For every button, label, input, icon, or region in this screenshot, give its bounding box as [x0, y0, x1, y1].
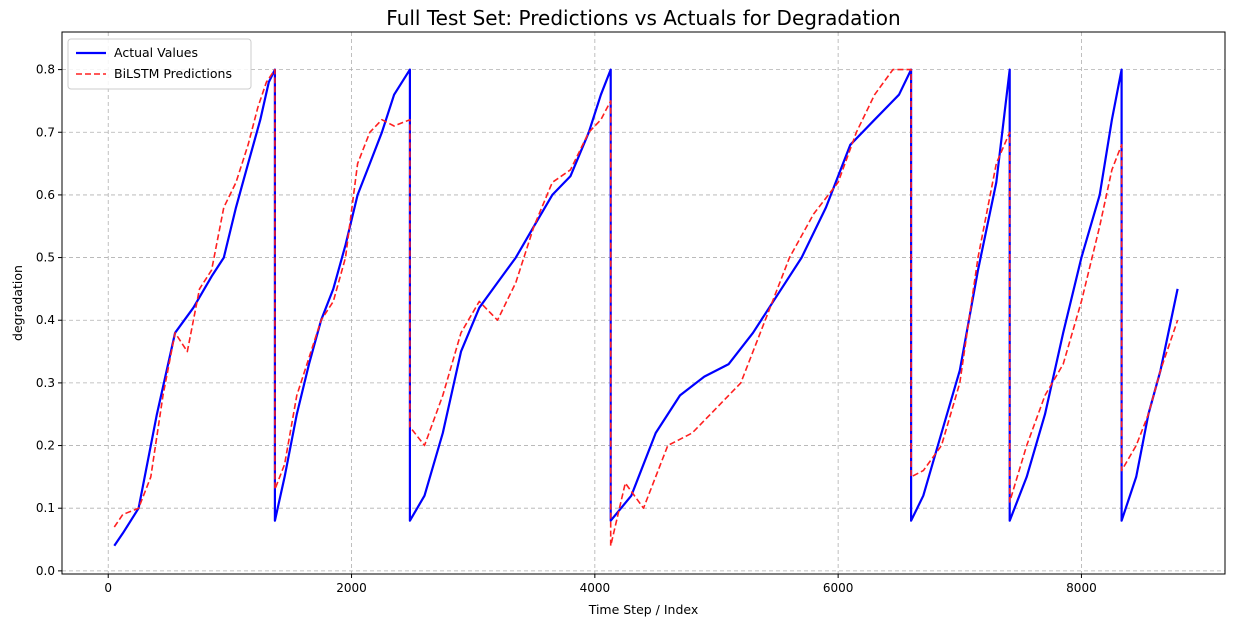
y-tick-label: 0.4	[36, 313, 55, 327]
plot-frame	[61, 31, 1226, 575]
series-lines	[113, 68, 1179, 547]
x-tick-label: 4000	[580, 581, 611, 595]
y-tick-label: 0.1	[36, 501, 55, 515]
y-tick-label: 0.6	[36, 188, 55, 202]
axis-ticks: 0 2000 4000 6000 8000 0.0 0.1 0.2 0.3 0.4 0.5 0.6 0.…	[36, 63, 1097, 595]
y-tick-label: 0.3	[36, 376, 55, 390]
legend-label: Actual Values	[114, 45, 198, 60]
x-tick-label: 0	[104, 581, 112, 595]
x-tick-label: 2000	[336, 581, 367, 595]
y-tick-label: 0.2	[36, 439, 55, 453]
legend: Actual Values BiLSTM Predictions	[67, 38, 252, 90]
x-axis-label: Time Step / Index	[588, 602, 699, 617]
chart-title: Full Test Set: Predictions vs Actuals fo…	[386, 6, 900, 30]
x-tick-label: 8000	[1066, 581, 1097, 595]
y-tick-label: 0.0	[36, 564, 55, 578]
y-tick-label: 0.7	[36, 125, 55, 139]
legend-label: BiLSTM Predictions	[114, 66, 232, 81]
series-line-actual-values	[113, 68, 1179, 547]
x-tick-label: 6000	[823, 581, 854, 595]
legend-box	[67, 38, 252, 90]
y-tick-label: 0.5	[36, 251, 55, 265]
y-tick-label: 0.8	[36, 63, 55, 77]
series-line-bilstm-predictions	[113, 68, 1179, 547]
y-axis-label: degradation	[10, 265, 25, 341]
